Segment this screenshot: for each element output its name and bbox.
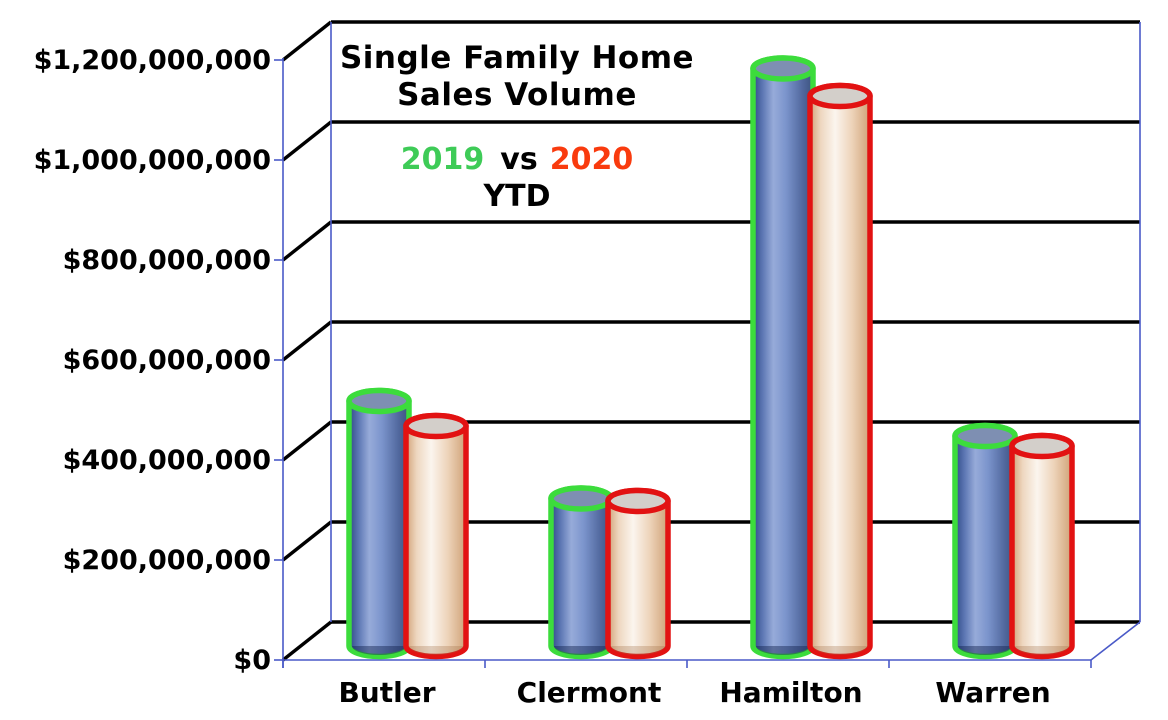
y-axis-label-0: $0 xyxy=(233,645,271,676)
y-axis-label-1: $200,000,000 xyxy=(63,545,271,576)
bar-2019-clermont-top xyxy=(548,485,614,512)
y-axis-label-6: $1,200,000,000 xyxy=(34,45,271,76)
bar-2020-clermont-bottom-shade xyxy=(611,646,665,655)
axis-labels-group: $0 $200,000,000 $400,000,000 $600,000,000 $8… xyxy=(34,45,1051,709)
bar-2020-warren-bottom-shade xyxy=(1015,646,1069,655)
bar-2020-hamilton xyxy=(807,82,873,660)
floor-right-edge xyxy=(1090,621,1141,661)
x-axis-label-butler: Butler xyxy=(338,676,435,709)
bar-2020-clermont xyxy=(605,487,671,660)
x-axis-label-warren: Warren xyxy=(935,676,1050,709)
bar-2019-hamilton xyxy=(750,55,816,660)
bar-2019-warren xyxy=(952,422,1018,660)
gridline-side-3 xyxy=(281,320,333,362)
y-axis-label-4: $800,000,000 xyxy=(63,245,271,276)
bar-2020-butler-bottom-shade xyxy=(409,646,463,655)
y-axis-label-5: $1,000,000,000 xyxy=(34,145,271,176)
bars-group xyxy=(346,55,1075,660)
gridline-side-0 xyxy=(281,620,333,662)
bar-2019-clermont xyxy=(548,485,614,660)
bar-2019-warren-body xyxy=(952,422,1018,660)
x-axis-label-hamilton: Hamilton xyxy=(719,676,862,709)
bar-2019-clermont-body xyxy=(548,485,614,660)
bar-2020-warren-top xyxy=(1009,432,1075,460)
gridline-side-4 xyxy=(281,220,333,262)
bar-2020-butler xyxy=(403,412,469,660)
bar-2020-butler-body xyxy=(403,412,469,660)
bar-2019-butler-bottom-shade xyxy=(352,646,406,655)
x-axis-label-clermont: Clermont xyxy=(517,676,662,709)
bar-2019-butler-top xyxy=(346,387,412,415)
y-axis-label-3: $600,000,000 xyxy=(63,345,271,376)
y-axis-label-2: $400,000,000 xyxy=(63,445,271,476)
bar-2019-hamilton-bottom-shade xyxy=(756,646,810,655)
bar-2019-hamilton-top xyxy=(750,55,816,82)
bar-2019-warren-bottom-shade xyxy=(958,646,1012,655)
bar-2020-clermont-body xyxy=(605,487,671,660)
gridline-side-2 xyxy=(281,420,333,462)
bar-2019-butler-body xyxy=(346,387,412,660)
bar-2020-warren xyxy=(1009,432,1075,660)
bar-2020-hamilton-body xyxy=(807,82,873,660)
bar-2020-butler-top xyxy=(403,412,469,440)
bar-2020-hamilton-top xyxy=(807,82,873,110)
bar-2019-hamilton-body xyxy=(750,55,816,660)
bar-2020-clermont-top xyxy=(605,487,671,515)
axes-group xyxy=(274,22,1141,668)
gridline-side-1 xyxy=(281,520,333,562)
gridline-side-5 xyxy=(281,120,333,162)
bar-2020-warren-body xyxy=(1009,432,1075,660)
gridline-side-6 xyxy=(281,20,333,62)
bar-2020-hamilton-bottom-shade xyxy=(813,646,867,655)
bar-2019-clermont-bottom-shade xyxy=(554,646,608,655)
bar-2019-butler xyxy=(346,387,412,660)
bar-2019-warren-top xyxy=(952,422,1018,450)
